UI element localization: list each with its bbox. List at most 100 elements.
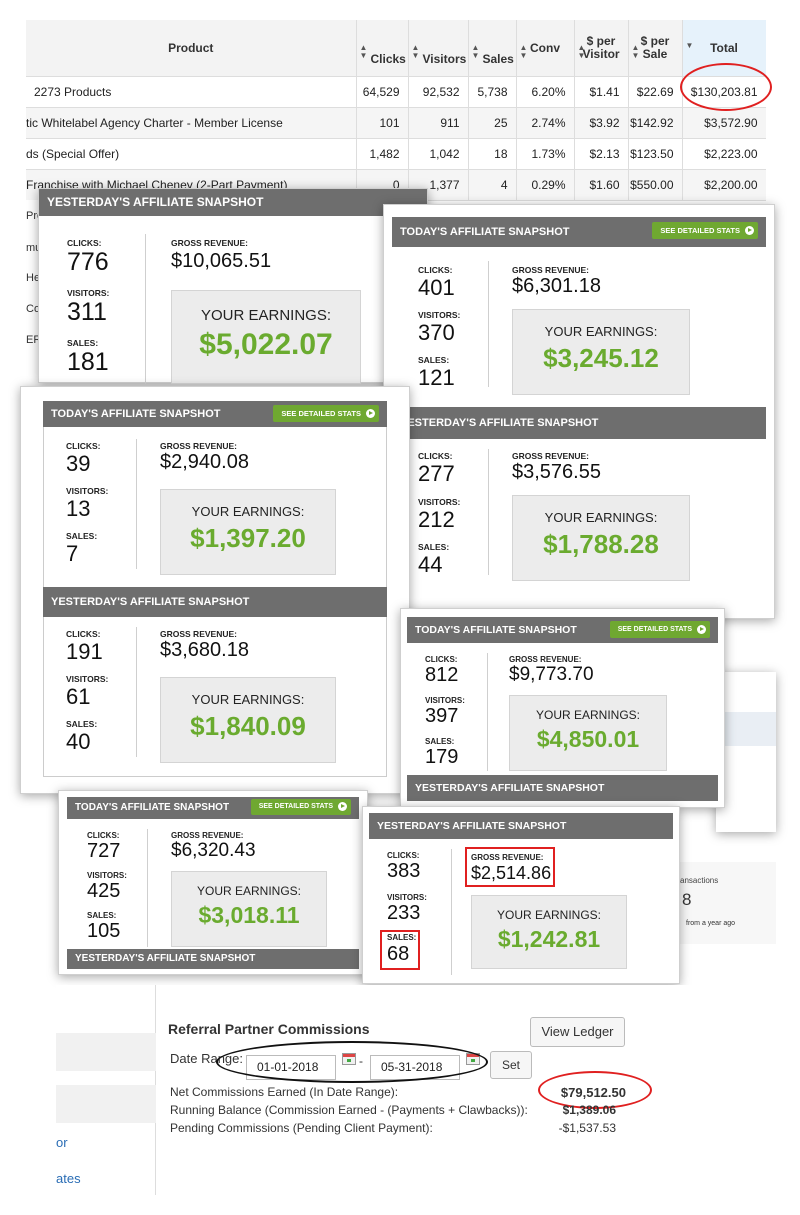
snapshot-header: YESTERDAY'S AFFILIATE SNAPSHOT <box>39 189 427 216</box>
see-detailed-stats-button[interactable]: SEE DETAILED STATS <box>250 799 351 815</box>
visitors-value: 397 <box>425 705 459 727</box>
earnings-value: $1,788.28 <box>543 529 659 559</box>
product-name[interactable]: ds (Special Offer) <box>26 138 357 170</box>
earnings-label: YOUR EARNINGS: <box>544 510 658 525</box>
cell-clicks: 101 <box>356 107 409 139</box>
col-header-clicks[interactable]: ▲ ▼ Clicks <box>356 20 409 77</box>
table-row[interactable]: 2273 Products 64,529 92,532 5,738 6.20% … <box>26 76 766 108</box>
divider <box>147 829 148 947</box>
sidebar-band <box>56 1085 156 1123</box>
cell-conv: 0.29% <box>516 169 575 201</box>
see-detailed-stats-button[interactable]: SEE DETAILED STATS <box>652 222 758 239</box>
cell-per-visitor: $1.60 <box>574 169 629 201</box>
snapshot-header: YESTERDAY'S AFFILIATE SNAPSHOT <box>369 813 673 839</box>
col-header-visitors[interactable]: ▲ ▼ Visitors <box>408 20 469 77</box>
cell-conv: 1.73% <box>516 138 575 170</box>
background-band <box>716 712 776 746</box>
transactions-count: 8 <box>682 890 692 909</box>
gross-revenue-value: $3,576.55 <box>512 461 601 483</box>
clicks-label: CLICKS: <box>387 851 420 860</box>
visitors-label: VISITORS: <box>418 310 461 320</box>
snapshot-header: YESTERDAY'S AFFILIATE SNAPSHOT <box>67 949 359 969</box>
see-detailed-stats-button[interactable]: SEE DETAILED STATS <box>609 621 710 638</box>
play-icon <box>745 226 754 235</box>
col-header-conv[interactable]: ▲ ▼ Conv <box>516 20 575 77</box>
table-row[interactable]: tic Whitelabel Agency Charter - Member L… <box>26 107 766 139</box>
earnings-box: YOUR EARNINGS: $5,022.07 <box>171 290 361 384</box>
play-icon <box>338 802 347 811</box>
cell-sales: 4 <box>468 169 517 201</box>
snapshot-yesterday-1: YESTERDAY'S AFFILIATE SNAPSHOT CLICKS: 7… <box>38 188 428 384</box>
cell-conv: 6.20% <box>516 76 575 108</box>
sales-value: 181 <box>67 348 109 376</box>
cell-visitors: 92,532 <box>408 76 469 108</box>
sales-value: 40 <box>66 729 91 754</box>
col-header-per-sale[interactable]: ▲ ▼ $ per Sale <box>628 20 683 77</box>
row-fragment: mu <box>26 242 40 254</box>
gross-highlight-box <box>465 847 555 887</box>
earnings-label: YOUR EARNINGS: <box>191 692 305 707</box>
clicks-label: CLICKS: <box>66 441 101 451</box>
cell-conv: 2.74% <box>516 107 575 139</box>
visitors-value: 311 <box>67 298 107 326</box>
gross-revenue-value: $3,680.18 <box>160 639 249 661</box>
sales-label: SALES: <box>87 911 117 920</box>
earnings-box: YOUR EARNINGS: $1,840.09 <box>160 677 336 763</box>
sidebar-link[interactable]: ates <box>56 1171 81 1186</box>
clicks-value: 191 <box>66 639 103 664</box>
gross-revenue-label: GROSS REVENUE: <box>171 238 248 248</box>
earnings-label: YOUR EARNINGS: <box>544 324 658 339</box>
col-header-sales[interactable]: ▲ ▼ Sales <box>468 20 517 77</box>
gross-revenue-label: GROSS REVENUE: <box>512 451 589 461</box>
earnings-value: $1,397.20 <box>190 523 306 553</box>
transactions-card: ansactions 8 from a year ago <box>676 862 776 944</box>
earnings-value: $5,022.07 <box>199 328 333 361</box>
earnings-value: $4,850.01 <box>536 726 640 752</box>
cell-visitors: 1,042 <box>408 138 469 170</box>
earnings-box: YOUR EARNINGS: $3,245.12 <box>512 309 690 395</box>
sales-label: SALES: <box>425 737 455 746</box>
divider <box>451 849 452 975</box>
gross-revenue-value: $2,514.86 <box>471 863 552 883</box>
cell-per-sale: $123.50 <box>628 138 683 170</box>
product-name[interactable]: tic Whitelabel Agency Charter - Member L… <box>26 107 357 139</box>
table-row[interactable]: ds (Special Offer) 1,482 1,042 18 1.73% … <box>26 138 766 170</box>
see-detailed-stats-button[interactable]: SEE DETAILED STATS <box>273 405 379 422</box>
divider <box>136 627 137 757</box>
play-icon <box>697 625 706 634</box>
clicks-label: CLICKS: <box>418 265 453 275</box>
sidebar-link[interactable]: or <box>56 1135 68 1150</box>
snapshot-header: TODAY'S AFFILIATE SNAPSHOT SEE DETAILED … <box>392 217 766 247</box>
cell-total: $2,200.00 <box>682 169 766 201</box>
cell-per-visitor: $1.41 <box>574 76 629 108</box>
divider <box>136 439 137 569</box>
product-name[interactable]: 2273 Products <box>26 76 357 108</box>
visitors-value: 425 <box>87 880 121 902</box>
col-header-per-visitor[interactable]: ▲ ▼ $ per Visitor <box>574 20 629 77</box>
cell-sales: 25 <box>468 107 517 139</box>
view-ledger-button[interactable]: View Ledger <box>530 1017 625 1047</box>
net-commissions-oval <box>538 1071 652 1109</box>
col-header-total[interactable]: ▼ Total <box>682 20 766 77</box>
visitors-value: 13 <box>66 496 91 521</box>
earnings-value: $1,242.81 <box>497 926 601 952</box>
play-icon <box>366 409 375 418</box>
col-header-product[interactable]: Product <box>26 20 357 77</box>
visitors-label: VISITORS: <box>425 696 465 705</box>
clicks-value: 277 <box>418 461 455 486</box>
sales-value: 105 <box>87 920 121 942</box>
set-button[interactable]: Set <box>490 1051 532 1079</box>
earnings-value: $3,018.11 <box>198 902 300 928</box>
visitors-label: VISITORS: <box>387 893 427 902</box>
earnings-box: YOUR EARNINGS: $1,788.28 <box>512 495 690 581</box>
visitors-label: VISITORS: <box>67 288 110 298</box>
sidebar-band <box>56 1033 156 1071</box>
earnings-value: $1,840.09 <box>190 711 306 741</box>
sales-value: 7 <box>66 541 79 566</box>
sales-label: SALES: <box>67 338 99 348</box>
table-row[interactable]: Franchise with Michael Cheney (2-Part Pa… <box>26 169 766 201</box>
visitors-label: VISITORS: <box>87 871 127 880</box>
cell-sales: 5,738 <box>468 76 517 108</box>
sales-value: 121 <box>418 365 455 390</box>
cell-visitors: 911 <box>408 107 469 139</box>
